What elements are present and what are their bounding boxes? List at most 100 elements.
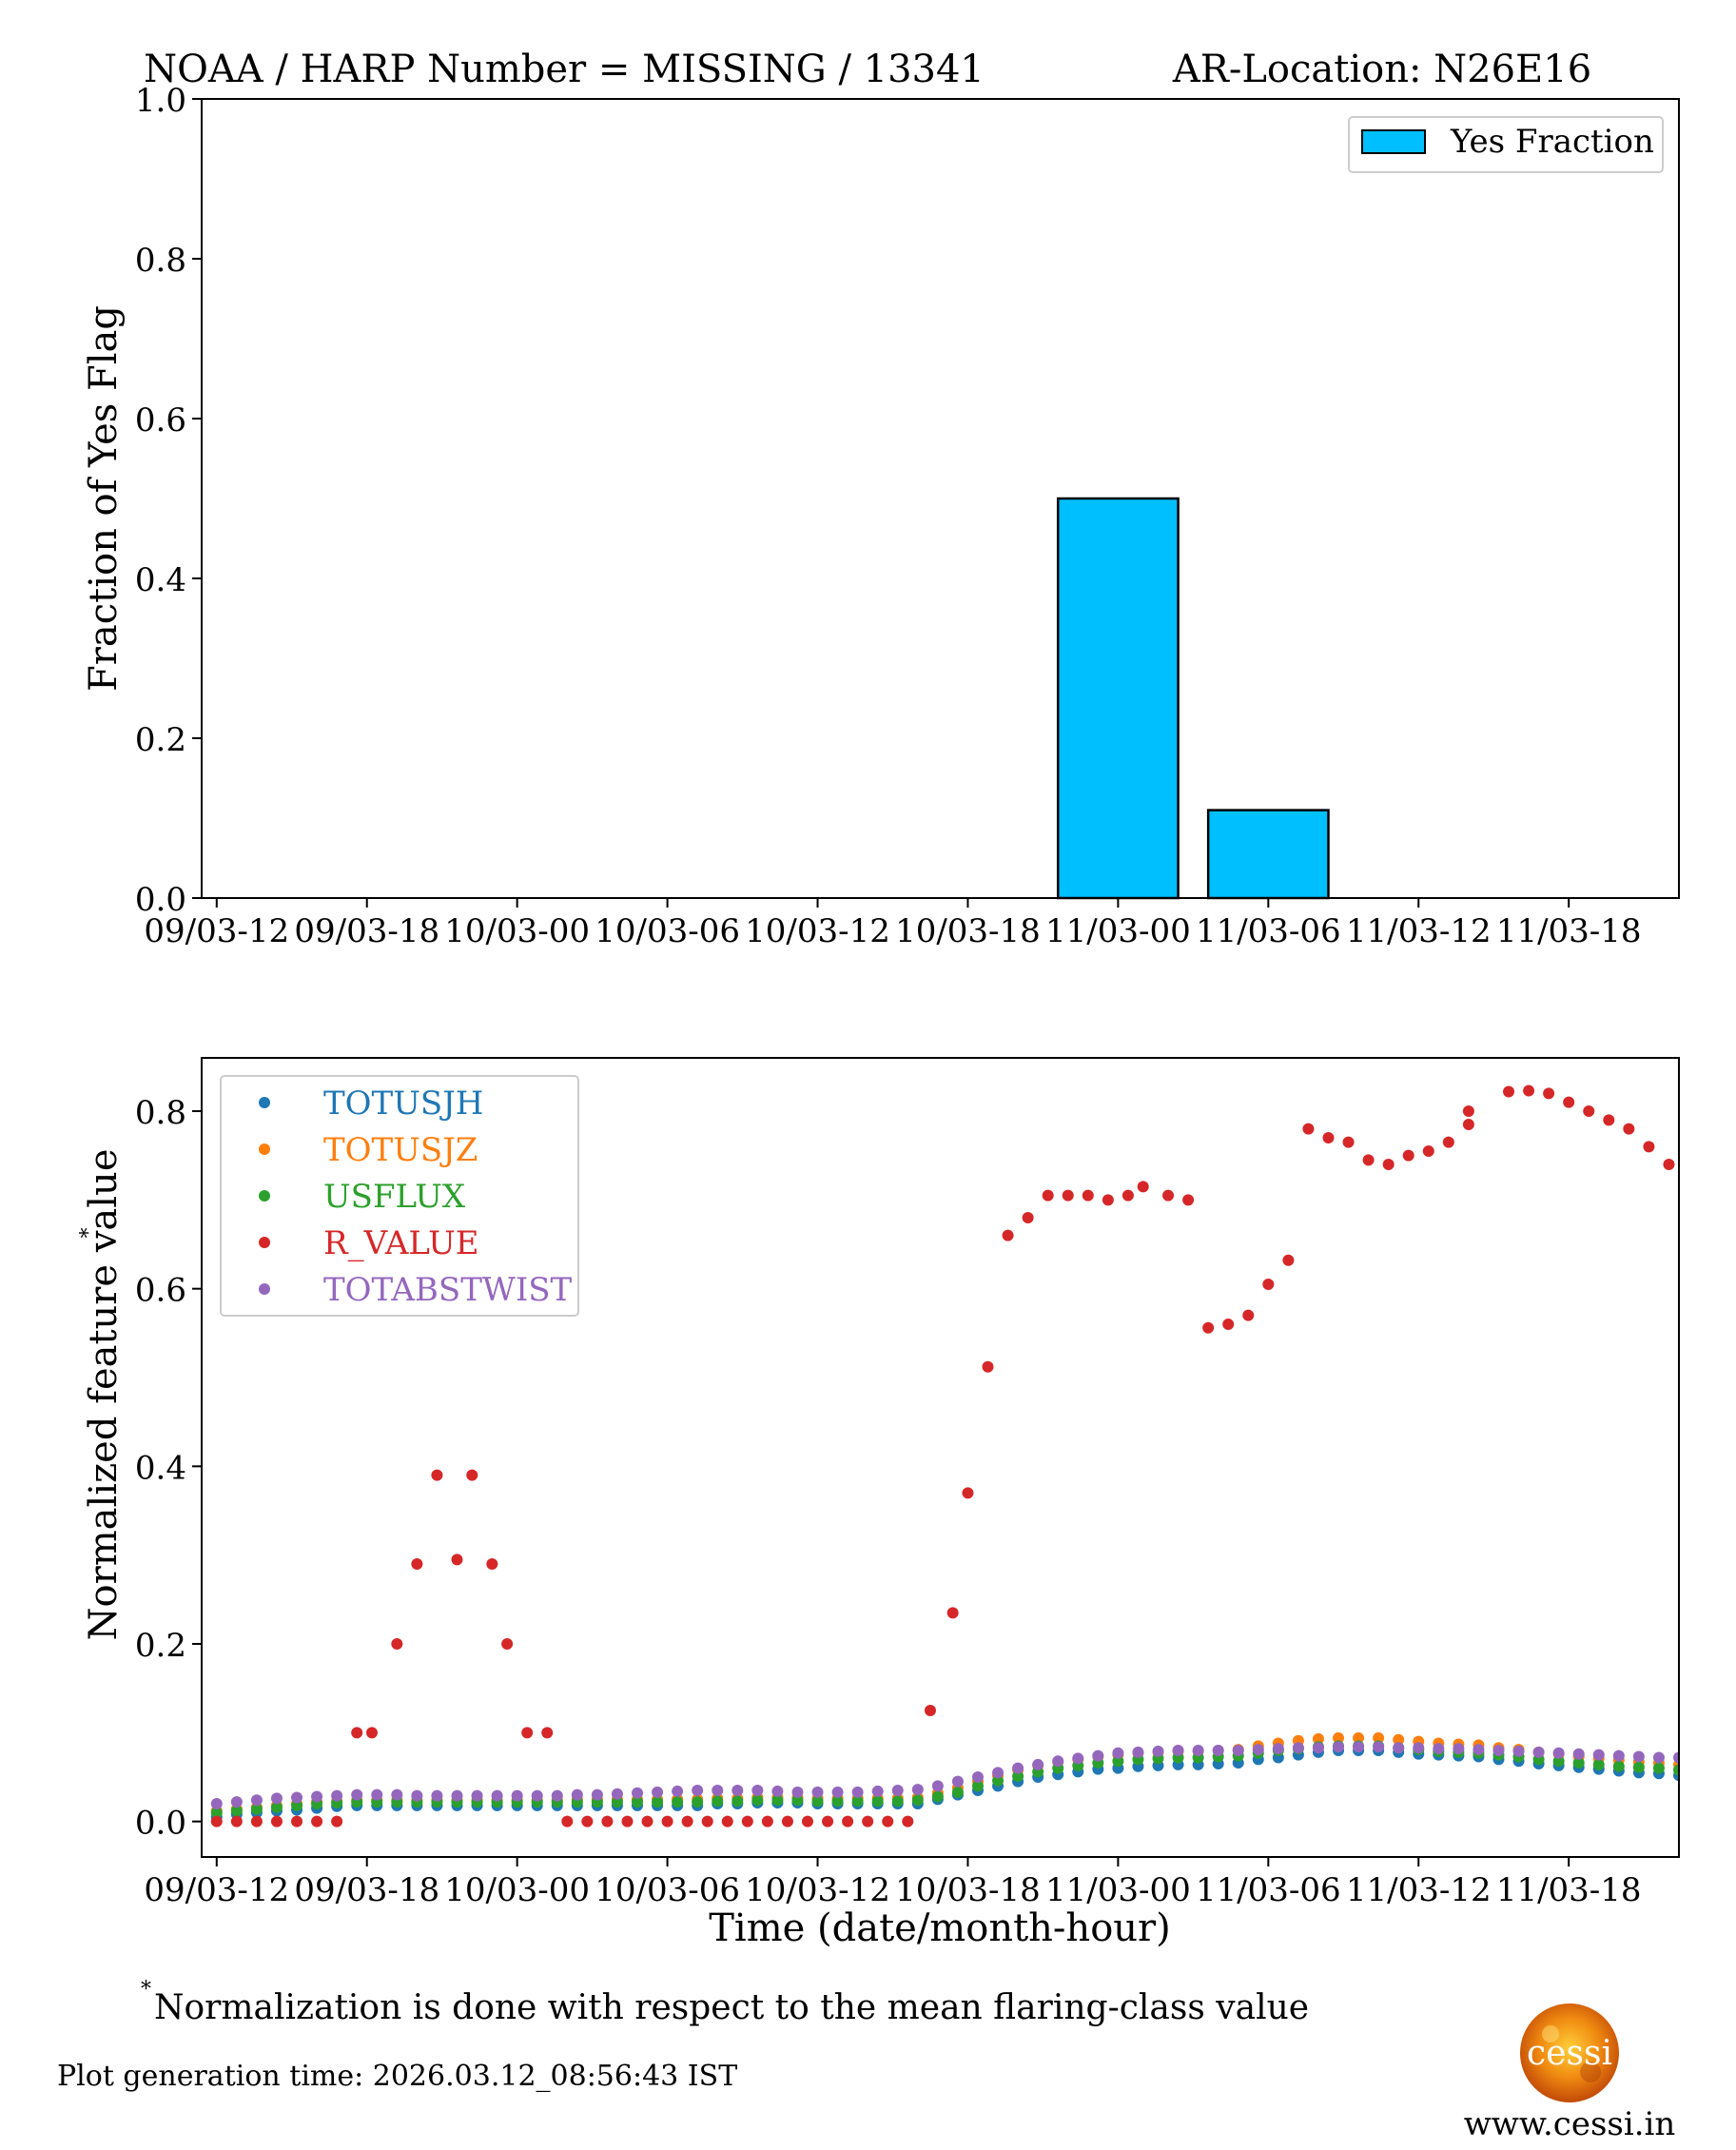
point-totusjz: [1373, 1731, 1385, 1744]
point-totabstwist: [1232, 1745, 1244, 1756]
point-r_value: [1242, 1309, 1255, 1321]
top-x-tick-label: 10/03-18: [895, 912, 1041, 950]
point-totabstwist: [1192, 1745, 1204, 1756]
top-legend: Yes Fraction: [1348, 116, 1664, 173]
point-totabstwist: [1373, 1741, 1385, 1753]
point-totabstwist: [1673, 1751, 1679, 1764]
bottom-y-tick-label: 0.4: [135, 1449, 186, 1487]
sun-logo-highlight: [1542, 2025, 1559, 2042]
series-totabstwist: [210, 1741, 1679, 1809]
bottom-plot-frame: [201, 1057, 1680, 1858]
point-totabstwist: [1072, 1752, 1084, 1765]
point-r_value: [1262, 1279, 1275, 1290]
point-totabstwist: [1473, 1744, 1485, 1756]
point-usflux: [1713, 1765, 1725, 1776]
point-r_value: [1603, 1114, 1615, 1126]
point-r_value: [924, 1705, 936, 1716]
point-r_value: [902, 1815, 914, 1828]
point-r_value: [501, 1638, 514, 1650]
point-usflux: [1112, 1755, 1124, 1768]
bar-0: [1056, 497, 1180, 900]
point-usflux: [1652, 1762, 1665, 1774]
point-usflux: [1673, 1764, 1679, 1776]
point-r_value: [1402, 1149, 1414, 1162]
top-y-axis-label: Fraction of Yes Flag: [82, 305, 126, 692]
point-totabstwist: [331, 1789, 343, 1802]
point-usflux: [270, 1801, 283, 1813]
point-r_value: [1523, 1085, 1535, 1097]
point-usflux: [751, 1794, 764, 1807]
bottom-x-axis-label: Time (date/month-hour): [709, 1906, 1171, 1950]
point-r_value: [781, 1815, 793, 1828]
bottom-x-tick-label: 11/03-06: [1196, 1871, 1341, 1909]
point-totabstwist: [1492, 1745, 1505, 1756]
point-usflux: [851, 1795, 864, 1808]
top-x-tick-label: 11/03-18: [1496, 912, 1642, 950]
point-totabstwist: [1433, 1743, 1445, 1755]
top-x-tick-label: 11/03-00: [1045, 912, 1191, 950]
point-usflux: [611, 1796, 623, 1808]
point-totabstwist: [672, 1785, 684, 1797]
legend-marker-totabstwist: [259, 1283, 270, 1295]
bottom-legend: TOTUSJH TOTUSJZ USFLUX R_VALUE TOTABSTWIST: [220, 1075, 579, 1317]
legend-label-usflux: USFLUX: [323, 1178, 466, 1216]
point-r_value: [466, 1469, 478, 1481]
bottom-x-tick-label: 10/03-18: [895, 1871, 1041, 1909]
point-r_value: [641, 1815, 653, 1828]
logo-url[interactable]: www.cessi.in: [1464, 2105, 1676, 2143]
point-totabstwist: [1592, 1749, 1605, 1761]
bottom-x-tick-label: 10/03-00: [444, 1871, 590, 1909]
legend-marker-r_value: [259, 1237, 270, 1248]
point-r_value: [391, 1638, 403, 1650]
point-r_value: [1543, 1087, 1555, 1100]
point-usflux: [791, 1794, 804, 1807]
point-totabstwist: [1212, 1745, 1224, 1756]
point-totabstwist: [1413, 1742, 1425, 1754]
top-x-tick-label: 10/03-12: [745, 912, 890, 950]
point-r_value: [1583, 1105, 1595, 1117]
bottom-x-tick-label: 09/03-12: [144, 1871, 289, 1909]
top-y-tick-label: 0.8: [135, 242, 186, 280]
point-r_value: [1122, 1189, 1134, 1202]
point-r_value: [1137, 1181, 1149, 1193]
top-plot-frame: [201, 98, 1680, 899]
point-totabstwist: [1112, 1747, 1124, 1759]
point-r_value: [541, 1727, 554, 1739]
point-r_value: [1282, 1254, 1295, 1266]
top-x-tick-label: 11/03-06: [1196, 912, 1341, 950]
point-usflux: [652, 1796, 664, 1808]
point-totabstwist: [1032, 1758, 1044, 1770]
point-r_value: [1022, 1212, 1034, 1223]
point-totabstwist: [632, 1787, 644, 1799]
point-totabstwist: [511, 1789, 523, 1802]
point-totabstwist: [1052, 1755, 1064, 1768]
point-r_value: [882, 1815, 894, 1828]
point-totabstwist: [1612, 1749, 1625, 1762]
point-totusjh: [1713, 1771, 1725, 1783]
point-totabstwist: [1092, 1749, 1104, 1762]
point-r_value: [1362, 1154, 1375, 1166]
point-totabstwist: [931, 1780, 944, 1792]
top-x-tick-label: 09/03-18: [294, 912, 439, 950]
point-totabstwist: [471, 1789, 483, 1802]
point-totabstwist: [911, 1784, 924, 1796]
point-totabstwist: [692, 1785, 704, 1796]
point-totabstwist: [1532, 1746, 1545, 1758]
top-legend-box: [1348, 116, 1664, 173]
point-usflux: [672, 1796, 684, 1808]
point-totabstwist: [1333, 1741, 1345, 1753]
bar-1: [1206, 809, 1330, 900]
series-r_value: [210, 1085, 1735, 1828]
point-usflux: [291, 1799, 303, 1811]
point-r_value: [1724, 1252, 1735, 1263]
point-r_value: [862, 1815, 874, 1828]
point-totabstwist: [751, 1785, 764, 1796]
point-totabstwist: [371, 1788, 383, 1801]
point-r_value: [431, 1469, 443, 1481]
legend-marker-usflux: [259, 1190, 270, 1202]
point-usflux: [632, 1796, 644, 1808]
point-r_value: [681, 1815, 693, 1828]
point-totabstwist: [771, 1785, 784, 1797]
y-axis-label-asterisk: *: [77, 1228, 101, 1239]
